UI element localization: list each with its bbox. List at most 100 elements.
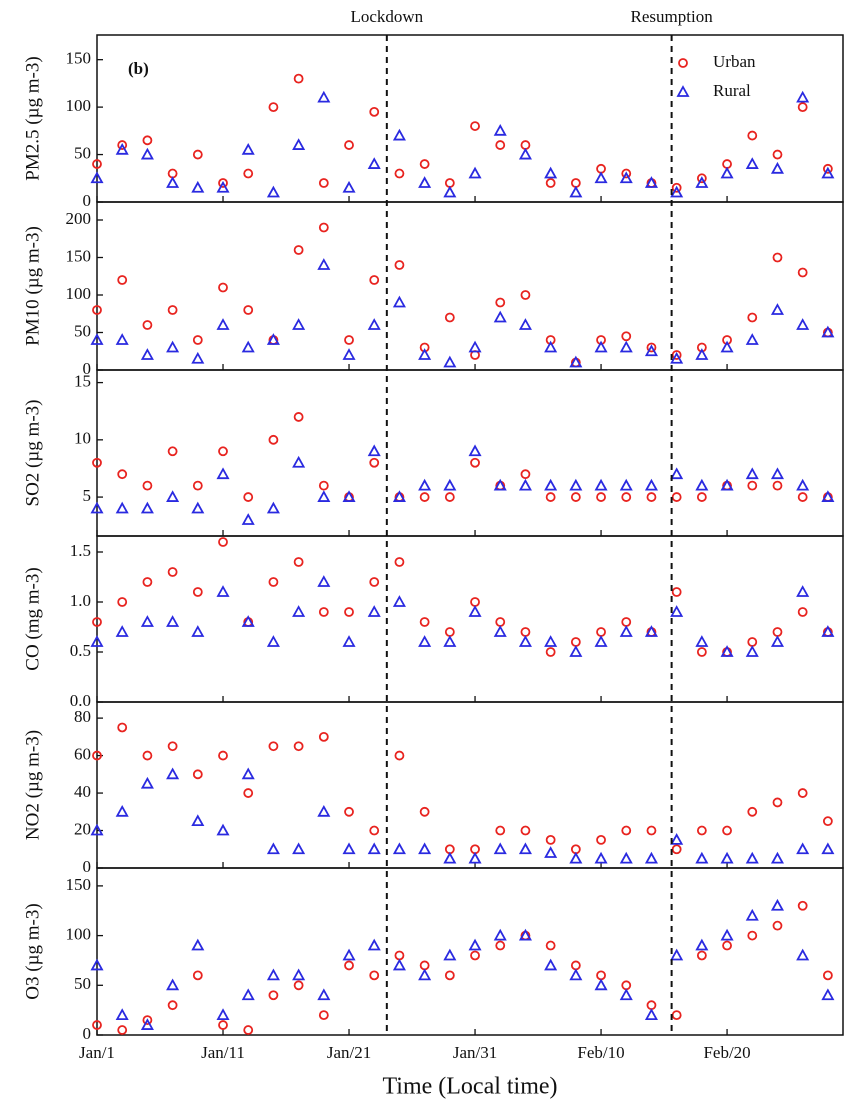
rural-point	[670, 467, 684, 480]
rural-point	[720, 478, 734, 491]
rural-point	[644, 625, 658, 637]
urban-point	[268, 577, 279, 587]
urban-point	[621, 617, 632, 627]
urban-point	[117, 722, 128, 733]
rural-point	[443, 948, 457, 961]
y-tick-label: 0	[83, 857, 92, 876]
urban-point	[293, 412, 304, 422]
urban-point	[369, 970, 380, 981]
rural-point	[140, 147, 154, 160]
rural-point	[594, 851, 608, 864]
urban-point	[772, 627, 783, 637]
y-tick-label: 0	[83, 1024, 92, 1043]
rural-point	[644, 1008, 658, 1021]
rural-point	[342, 490, 356, 502]
rural-point	[292, 318, 306, 330]
urban-point	[444, 492, 455, 502]
y-tick-label: 0.0	[70, 691, 91, 710]
rural-point	[367, 318, 381, 330]
y-tick-label: 50	[74, 143, 91, 162]
urban-point	[646, 825, 657, 836]
rural-point	[720, 928, 734, 941]
rural-point	[418, 348, 432, 360]
rural-point	[392, 128, 406, 141]
y-tick-label: 40	[74, 782, 91, 801]
rural-point	[317, 988, 331, 1001]
urban-point	[394, 750, 405, 761]
urban-point	[696, 825, 707, 836]
y-tick-label: 20	[74, 819, 91, 838]
rural-point	[796, 478, 810, 491]
rural-point	[821, 325, 835, 338]
y-tick-label: 10	[74, 429, 91, 448]
rural-point	[342, 948, 356, 961]
urban-point	[419, 492, 430, 502]
rural-point	[594, 478, 608, 491]
rural-point	[191, 351, 205, 364]
rural-point	[266, 333, 280, 345]
urban-point	[117, 275, 128, 285]
urban-point	[192, 480, 203, 491]
urban-point	[243, 1025, 254, 1035]
rural-point	[241, 513, 255, 525]
rural-point	[191, 180, 205, 193]
urban-point	[470, 597, 480, 607]
x-tick-label: Jan/1	[79, 1043, 115, 1062]
urban-point	[520, 825, 531, 836]
urban-point	[772, 252, 783, 263]
rural-point	[644, 344, 658, 357]
rural-point	[115, 625, 129, 637]
rural-point	[493, 842, 507, 855]
urban-point	[394, 260, 405, 270]
urban-point	[243, 788, 254, 798]
urban-point	[92, 617, 102, 627]
rural-point	[493, 625, 507, 637]
urban-point	[218, 537, 228, 547]
y-tick-label: 100	[66, 284, 92, 303]
rural-point	[140, 348, 154, 360]
rural-point	[594, 171, 608, 184]
urban-point	[293, 741, 304, 752]
urban-point	[394, 168, 405, 179]
event-label: Resumption	[631, 7, 714, 26]
rural-point	[468, 938, 482, 951]
rural-point	[166, 978, 180, 991]
urban-point	[318, 607, 329, 617]
urban-point	[344, 960, 354, 971]
rural-point	[720, 166, 734, 179]
urban-point	[344, 335, 354, 345]
rural-point	[115, 142, 129, 155]
rural-point	[191, 938, 205, 951]
rural-point	[292, 968, 306, 981]
urban-point	[570, 960, 581, 971]
urban-point	[369, 577, 380, 587]
rural-point	[443, 185, 457, 198]
rural-point	[670, 833, 684, 845]
urban-point	[671, 844, 682, 855]
urban-point	[671, 587, 682, 597]
rural-point	[796, 842, 810, 855]
urban-point	[772, 797, 783, 808]
rural-point	[342, 180, 356, 193]
x-tick-label: Jan/11	[201, 1043, 245, 1062]
urban-point	[218, 750, 228, 761]
urban-point	[268, 434, 279, 445]
rural-point	[518, 318, 532, 330]
urban-point	[495, 140, 506, 150]
urban-point	[369, 825, 380, 836]
urban-point	[495, 940, 506, 951]
rural-point	[392, 490, 406, 502]
rural-point	[670, 185, 684, 198]
urban-point	[596, 627, 606, 637]
urban-point	[419, 806, 430, 817]
legend-label: Urban	[713, 52, 756, 71]
urban-point	[646, 342, 657, 353]
rural-point	[544, 340, 558, 353]
urban-point	[142, 1015, 153, 1025]
rural-point	[695, 851, 709, 864]
rural-point	[594, 978, 608, 991]
rural-point	[720, 645, 734, 657]
urban-point	[772, 920, 783, 931]
urban-point	[545, 178, 556, 188]
rural-point	[770, 161, 785, 174]
